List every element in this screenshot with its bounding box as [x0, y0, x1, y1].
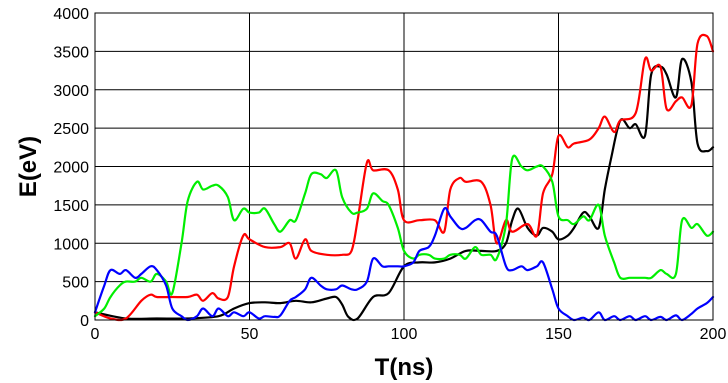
y-tick-label: 1000 — [53, 236, 89, 253]
y-tick-label: 500 — [62, 275, 89, 292]
x-tick-label: 50 — [241, 326, 259, 343]
y-tick-label: 2000 — [53, 160, 89, 177]
y-tick-label: 0 — [80, 313, 89, 330]
y-tick-label: 4000 — [53, 6, 89, 23]
x-tick-label: 0 — [91, 326, 100, 343]
x-axis-title: T(ns) — [375, 354, 434, 381]
y-tick-label: 3500 — [53, 44, 89, 61]
x-tick-label: 100 — [391, 326, 418, 343]
y-axis-title: E(eV) — [15, 136, 42, 197]
y-tick-label: 1500 — [53, 198, 89, 215]
y-tick-label: 2500 — [53, 121, 89, 138]
y-tick-label: 3000 — [53, 83, 89, 100]
x-tick-label: 200 — [700, 326, 727, 343]
grid-layer — [95, 13, 713, 320]
x-tick-label: 150 — [545, 326, 572, 343]
